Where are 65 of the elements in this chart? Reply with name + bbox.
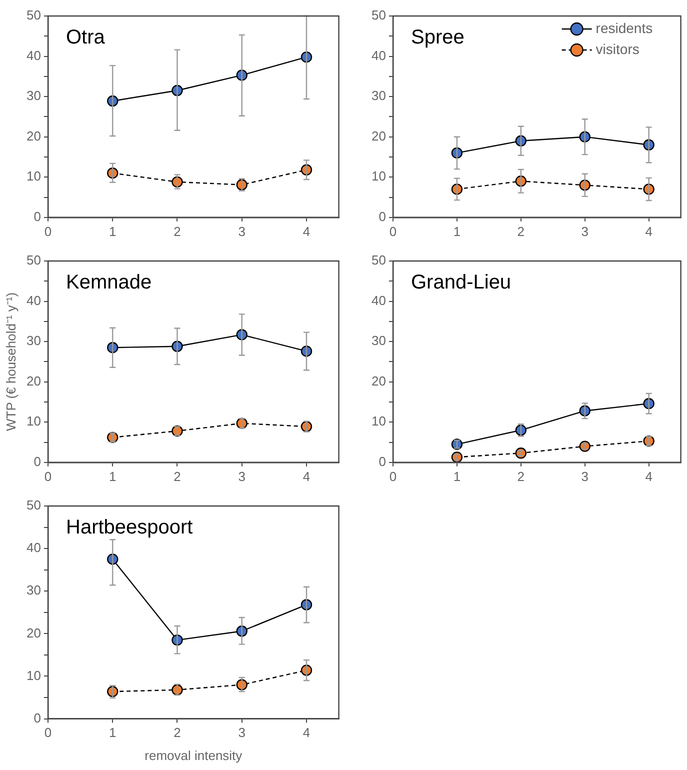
y-tick-label: 40: [26, 540, 41, 556]
y-tick-label: 40: [372, 292, 386, 308]
x-tick-label: 3: [238, 725, 246, 740]
x-tick-label: 4: [302, 468, 310, 484]
text: Kemnade: [66, 272, 152, 294]
x-tick-label: 2: [517, 224, 525, 239]
y-tick-label: 40: [26, 292, 41, 308]
y-tick-label: 30: [26, 333, 41, 348]
legend-label: residents: [596, 20, 653, 36]
x-tick-label: 0: [44, 725, 52, 740]
y-tick-label: 10: [26, 668, 41, 683]
x-tick-label: 2: [174, 224, 181, 239]
y-axis-title: WTP (€ household⁻¹ y⁻¹): [3, 292, 18, 431]
x-tick-label: 1: [109, 468, 116, 484]
x-tick-label: 4: [645, 224, 652, 239]
y-tick-label: 10: [372, 414, 386, 429]
y-tick-label: 10: [26, 168, 41, 184]
x-tick-label: 4: [645, 468, 652, 484]
legend-label: visitors: [596, 40, 640, 57]
x-tick-label: 0: [44, 224, 52, 239]
text: Hartbeespoort: [66, 516, 194, 539]
y-tick-label: 40: [372, 48, 386, 63]
y-tick-label: 0: [378, 208, 386, 224]
x-tick-label: 3: [581, 224, 588, 239]
x-tick-label: 2: [174, 468, 181, 484]
y-tick-label: 20: [26, 373, 41, 388]
x-tick-label: 1: [109, 224, 116, 239]
x-tick-label: 0: [44, 468, 52, 484]
x-axis-title: removal intensity: [144, 748, 243, 763]
y-tick-label: 20: [372, 373, 386, 388]
x-tick-label: 2: [174, 725, 181, 740]
y-tick-label: 30: [372, 333, 386, 348]
y-tick-label: 50: [372, 8, 386, 23]
point: [515, 448, 527, 459]
text: Otra: [66, 26, 106, 49]
y-tick-label: 30: [372, 88, 386, 104]
x-tick-label: 0: [389, 468, 397, 484]
x-tick-label: 3: [238, 468, 246, 484]
y-tick-label: 50: [26, 252, 41, 268]
x-tick-label: 3: [581, 468, 588, 484]
x-tick-label: 1: [109, 725, 116, 740]
y-tick-label: 0: [34, 710, 41, 726]
x-tick-label: 3: [238, 224, 246, 239]
x-tick-label: 0: [389, 224, 397, 239]
y-tick-label: 20: [372, 128, 386, 144]
x-tick-label: 2: [517, 468, 525, 484]
y-tick-label: 20: [26, 625, 41, 640]
y-tick-label: 40: [26, 48, 41, 63]
y-tick-label: 30: [26, 582, 41, 598]
y-tick-label: 10: [26, 414, 41, 429]
y-tick-label: 0: [34, 454, 41, 469]
text: Grand-Lieu: [411, 272, 512, 294]
x-tick-label: 1: [453, 224, 461, 239]
x-tick-label: 1: [453, 468, 461, 484]
y-tick-label: 10: [372, 168, 386, 184]
y-tick-label: 0: [378, 454, 386, 469]
text: Spree: [411, 26, 464, 49]
y-tick-label: 50: [26, 8, 41, 23]
x-tick-label: 4: [302, 725, 310, 740]
y-tick-label: 20: [26, 128, 41, 144]
y-tick-label: 50: [372, 252, 386, 268]
y-tick-label: 50: [26, 498, 41, 513]
y-tick-label: 30: [26, 88, 41, 104]
y-tick-label: 0: [34, 208, 41, 224]
x-tick-label: 4: [302, 224, 310, 239]
